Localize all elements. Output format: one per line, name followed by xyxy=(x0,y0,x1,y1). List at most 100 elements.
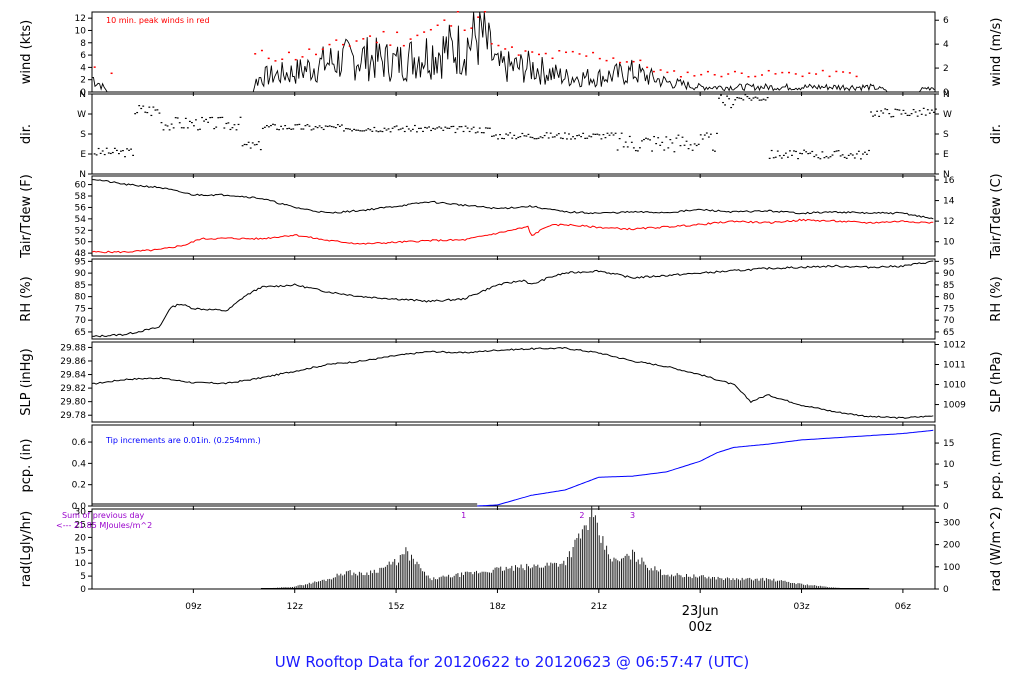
dir-point xyxy=(525,135,528,137)
dir-point xyxy=(811,150,814,153)
dir-point xyxy=(691,149,694,151)
dir-point xyxy=(411,128,414,130)
dir-point xyxy=(639,147,641,149)
dir-point xyxy=(566,138,568,140)
dir-point xyxy=(515,138,518,140)
dir-point xyxy=(900,113,903,115)
ytick-label-left-slp: 29.78 xyxy=(60,411,86,421)
dir-point xyxy=(521,132,524,135)
dir-point xyxy=(868,149,870,152)
dir-point xyxy=(533,138,536,140)
panel-frame-slp xyxy=(91,341,936,423)
dir-point xyxy=(890,116,893,118)
wind-peak-mark xyxy=(483,11,486,13)
dir-point xyxy=(760,99,763,101)
panel-frame-wind xyxy=(91,11,936,93)
dir-point xyxy=(182,127,185,129)
wind-peak-mark xyxy=(389,44,392,46)
dir-point xyxy=(608,134,611,136)
dir-point xyxy=(649,139,651,141)
wind-peak-mark xyxy=(679,76,682,78)
ylabel-right-slp: SLP (hPa) xyxy=(989,351,1004,412)
dir-point xyxy=(219,116,222,119)
dir-point xyxy=(105,147,108,149)
wind-peak-mark xyxy=(747,75,750,78)
wind-peak-mark xyxy=(632,60,635,63)
dir-point xyxy=(592,133,595,135)
dir-point xyxy=(178,122,181,124)
dir-point xyxy=(497,138,499,140)
wind-peak-mark xyxy=(355,40,358,42)
ytick-label-right-rh: 70 xyxy=(943,316,955,326)
dir-point xyxy=(716,132,718,135)
dir-point xyxy=(225,122,228,125)
ytick-label-right-rh: 90 xyxy=(943,269,955,279)
dir-point xyxy=(428,126,430,128)
dir-point xyxy=(371,130,374,132)
dir-point xyxy=(195,119,197,121)
dir-point xyxy=(144,111,147,113)
dir-point xyxy=(136,111,139,114)
dir-point xyxy=(849,153,852,155)
ytick-label-right-wind: 0 xyxy=(943,88,949,98)
wind-peak-mark xyxy=(842,71,845,73)
dir-point xyxy=(452,125,455,128)
dir-point xyxy=(383,127,386,129)
dir-point xyxy=(511,137,514,139)
dir-point xyxy=(424,126,426,129)
dir-point xyxy=(413,124,416,127)
dir-point xyxy=(693,143,696,145)
dir-point xyxy=(614,132,617,134)
wind-peak-mark xyxy=(254,53,257,55)
wind-peak-mark xyxy=(93,66,96,68)
ytick-label-right-wind: 6 xyxy=(943,16,949,26)
dir-point xyxy=(724,104,726,106)
dir-point xyxy=(367,128,370,130)
dir-point xyxy=(172,127,175,129)
wind-peak-mark xyxy=(808,72,811,74)
dir-point xyxy=(284,124,287,127)
dir-point xyxy=(407,128,410,130)
xtick-label: 03z xyxy=(793,602,809,612)
dir-point xyxy=(243,143,246,146)
wind-peak-mark xyxy=(821,69,824,72)
ytick-label-left-pcp: 0.6 xyxy=(72,438,87,448)
dir-point xyxy=(588,135,591,137)
dir-tick-label-left: E xyxy=(80,150,86,160)
dir-point xyxy=(489,127,491,129)
dir-point xyxy=(718,97,720,99)
wind-peak-mark xyxy=(436,24,439,27)
dir-point xyxy=(201,116,203,119)
dir-point xyxy=(448,127,451,129)
dir-point xyxy=(673,151,676,153)
ylabel-right-dir: dir. xyxy=(989,124,1004,144)
ytick-label-left-rh: 70 xyxy=(75,316,87,326)
wind-peak-mark xyxy=(693,75,696,77)
dir-point xyxy=(758,99,761,101)
ytick-label-left-rh: 80 xyxy=(75,293,87,303)
dir-point xyxy=(866,153,868,155)
dir-point xyxy=(537,137,540,139)
wind-peak-mark xyxy=(342,43,345,46)
dir-point xyxy=(746,95,749,98)
dir-point xyxy=(235,129,238,131)
dir-point xyxy=(393,126,396,128)
panel-frame-dir xyxy=(91,93,936,175)
dir-point xyxy=(399,128,402,130)
dir-point xyxy=(791,154,793,156)
rad-marker-1: 1 xyxy=(461,511,466,520)
ytick-label-right-slp: 1009 xyxy=(943,401,966,411)
wind-peak-mark xyxy=(470,27,473,29)
dir-point xyxy=(843,156,846,159)
dir-point xyxy=(754,96,757,98)
dir-point xyxy=(142,105,145,107)
ytick-label-right-rad: 200 xyxy=(943,541,960,551)
dir-point xyxy=(229,128,232,131)
dir-point xyxy=(503,137,505,140)
dir-point xyxy=(432,127,435,130)
ytick-label-left-temp: 56 xyxy=(75,203,87,213)
dir-point xyxy=(734,99,737,101)
wind-peak-mark xyxy=(416,34,419,37)
wind-peak-mark xyxy=(720,75,723,78)
dir-point xyxy=(618,138,621,140)
